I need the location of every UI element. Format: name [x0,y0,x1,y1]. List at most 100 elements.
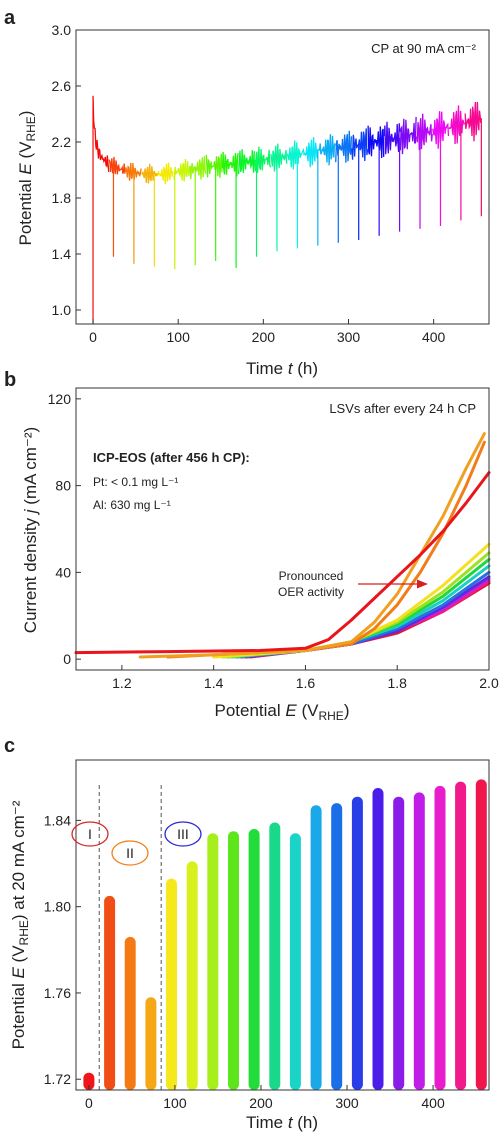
cp-trace-segment [108,156,126,175]
cp-trace-segment [302,137,320,168]
icp-al: Al: 630 mg L⁻¹ [93,498,171,512]
b-xtick-label: 1.2 [112,675,132,691]
panel-b-plot-area [74,432,491,659]
bar [455,781,467,1090]
icp-pt: Pt: < 0.1 mg L⁻¹ [93,475,178,489]
b-ytick-label: 120 [48,391,72,407]
b-ytick-label: 0 [63,651,71,667]
cp-trace-segment [270,143,288,172]
cp-trace-segment [448,105,466,145]
oer-arrow [358,579,428,589]
bar [351,796,363,1090]
bar [166,878,177,1090]
cp-trace-segment [415,113,433,151]
b-ytick-label: 40 [55,564,71,580]
bar [186,861,198,1090]
panel-c-letter: c [4,735,15,757]
a-xtick-label: 200 [252,329,276,345]
bar [331,803,343,1090]
c-xtick-label: 400 [421,1095,445,1111]
bar [372,788,384,1090]
region-I-label: I [88,826,92,842]
bar [393,796,405,1090]
bar [145,997,157,1090]
region-I-marker: I [71,821,109,847]
panel-b: b 1.2 1.4 1.6 1.8 2.0 0 40 80 120 LSVs after eve… [4,369,499,723]
cp-trace-segment [383,121,401,155]
panel-c-plot-area [83,779,487,1090]
c-xtick-label: 300 [335,1095,359,1111]
panel-c-xlabel: Time t (h) [246,1113,318,1132]
c-xtick-label: 0 [85,1095,93,1111]
oer-label-line2: OER activity [278,585,344,599]
bar [228,831,239,1090]
bar [413,792,425,1090]
a-ytick-label: 1.0 [52,302,72,318]
region-II-marker: II [111,840,149,866]
a-xtick-label: 100 [167,329,191,345]
panel-c: c 0 100 200 300 400 1.72 1.76 1.80 1.84 I II III… [4,735,490,1132]
panel-a-plot-area [92,95,482,324]
bar [207,833,219,1090]
panel-c-ticks: 0 100 200 300 400 1.72 1.76 1.80 1.84 [44,812,445,1111]
a-ytick-label: 3.0 [52,22,72,38]
panel-c-frame [75,759,490,1091]
b-xtick-label: 2.0 [479,675,499,691]
cp-trace-segment [318,134,336,166]
cp-trace-segment [464,101,482,142]
panel-a-frame [75,29,490,325]
cp-trace-segment [237,149,255,175]
a-ytick-label: 2.2 [52,134,72,150]
a-ytick-label: 2.6 [52,78,72,94]
lsv-curve [166,440,486,659]
panel-a-ticks: 0 100 200 300 400 1.0 1.4 1.8 2.2 2.6 3.0 [52,22,446,345]
panel-b-ticks: 1.2 1.4 1.6 1.8 2.0 0 40 80 120 [48,391,499,691]
oer-label-line1: Pronounced [279,569,344,583]
b-xtick-label: 1.4 [204,675,224,691]
cp-trace-segment [399,116,417,155]
region-II-label: II [126,845,134,861]
panel-a-xlabel: Time t (h) [246,359,318,378]
panel-b-xlabel: Potential E (VRHE) [215,701,350,723]
panel-b-frame [75,387,490,671]
panel-a-annotation: CP at 90 mA cm⁻² [371,41,477,56]
c-ytick-label: 1.72 [44,1071,71,1087]
b-xtick-label: 1.6 [296,675,316,691]
bar [289,833,301,1090]
cp-trace-segment [92,95,110,172]
region-III-marker: III [164,821,202,847]
cp-trace-segment [205,153,223,178]
lsv-curve [138,432,486,659]
c-ytick-label: 1.80 [44,899,71,915]
cp-trace-segment [189,156,207,180]
a-ytick-label: 1.4 [52,246,72,262]
panel-a-letter: a [4,7,16,29]
b-ytick-label: 80 [55,478,71,494]
panel-b-letter: b [4,369,16,391]
cp-trace-segment [141,163,158,184]
cp-trace-segment [157,162,174,185]
c-ytick-label: 1.84 [44,812,71,828]
panel-b-ylabel: Current density j (mA cm⁻²) [21,427,40,633]
lsv-curve [74,471,491,655]
cp-trace-segment [173,159,191,182]
bar [104,895,116,1090]
cp-trace-segment [286,140,304,170]
panel-a: a 0 100 200 300 400 1.0 1.4 1.8 2.2 2.6 3.0 CP at … [4,7,490,378]
cp-trace-segment [254,146,272,173]
bar [310,805,322,1090]
bar [124,936,136,1090]
region-III-label: III [177,826,189,842]
bar [248,829,260,1090]
bar [83,1072,95,1090]
b-xtick-label: 1.8 [387,675,407,691]
a-xtick-label: 400 [422,329,446,345]
cp-trace-segment [367,125,385,159]
bar [475,779,487,1090]
bar [434,785,446,1090]
c-ytick-label: 1.76 [44,985,71,1001]
a-xtick-label: 0 [89,329,97,345]
a-xtick-label: 300 [337,329,361,345]
a-ytick-label: 1.8 [52,190,72,206]
